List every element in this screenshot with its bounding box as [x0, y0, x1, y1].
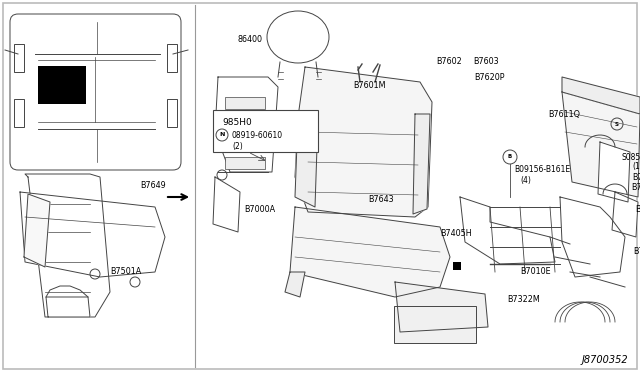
Bar — [38, 66, 86, 104]
FancyBboxPatch shape — [394, 306, 476, 343]
Text: B7601M: B7601M — [353, 80, 385, 90]
Bar — [14, 44, 24, 72]
Text: B: B — [508, 154, 512, 160]
Polygon shape — [215, 77, 278, 172]
Bar — [225, 157, 265, 169]
Text: B7406M: B7406M — [631, 183, 640, 192]
Polygon shape — [562, 92, 640, 197]
Text: (1): (1) — [632, 163, 640, 171]
Ellipse shape — [267, 11, 329, 63]
Text: B7611Q: B7611Q — [548, 109, 580, 119]
Text: S08543-51242: S08543-51242 — [622, 153, 640, 161]
Text: 985H0: 985H0 — [222, 118, 252, 127]
Polygon shape — [560, 197, 625, 277]
Bar — [225, 97, 265, 109]
Polygon shape — [285, 272, 305, 297]
Text: B7603: B7603 — [473, 58, 499, 67]
Polygon shape — [290, 207, 450, 297]
Polygon shape — [460, 197, 555, 264]
Polygon shape — [46, 297, 90, 317]
Text: B7019M: B7019M — [633, 247, 640, 257]
Text: B7000A: B7000A — [244, 205, 275, 215]
Polygon shape — [213, 177, 240, 232]
Polygon shape — [598, 142, 630, 202]
Text: B7405H: B7405H — [440, 230, 472, 238]
Bar — [225, 117, 265, 129]
Text: (2): (2) — [232, 141, 243, 151]
Text: B7501A: B7501A — [110, 267, 141, 276]
Text: (4): (4) — [520, 176, 531, 185]
Bar — [167, 44, 177, 72]
Text: J8700352: J8700352 — [581, 355, 628, 365]
Polygon shape — [395, 282, 488, 332]
Polygon shape — [295, 117, 318, 207]
Text: 86400: 86400 — [237, 35, 262, 45]
Polygon shape — [20, 192, 165, 277]
Polygon shape — [562, 77, 640, 114]
Polygon shape — [24, 194, 50, 267]
Text: B7331N: B7331N — [632, 173, 640, 182]
Text: B7602: B7602 — [436, 58, 461, 67]
Text: B7620P: B7620P — [474, 73, 504, 81]
Bar — [453, 262, 461, 270]
Text: 08919-60610: 08919-60610 — [232, 131, 283, 140]
Bar — [14, 99, 24, 127]
Text: B7400: B7400 — [635, 205, 640, 215]
FancyBboxPatch shape — [10, 14, 181, 170]
Text: N: N — [220, 132, 225, 138]
Polygon shape — [612, 192, 638, 237]
Text: B7649: B7649 — [140, 180, 166, 189]
Polygon shape — [413, 114, 430, 214]
Text: B09156-B161E: B09156-B161E — [514, 166, 570, 174]
Polygon shape — [295, 67, 432, 217]
Polygon shape — [25, 174, 110, 317]
Bar — [213, 110, 318, 152]
Bar — [167, 99, 177, 127]
Text: B7643: B7643 — [368, 195, 394, 203]
Text: B7010E: B7010E — [520, 267, 550, 276]
Text: B7322M: B7322M — [507, 295, 540, 305]
Bar — [225, 137, 265, 149]
Text: S: S — [615, 122, 619, 126]
